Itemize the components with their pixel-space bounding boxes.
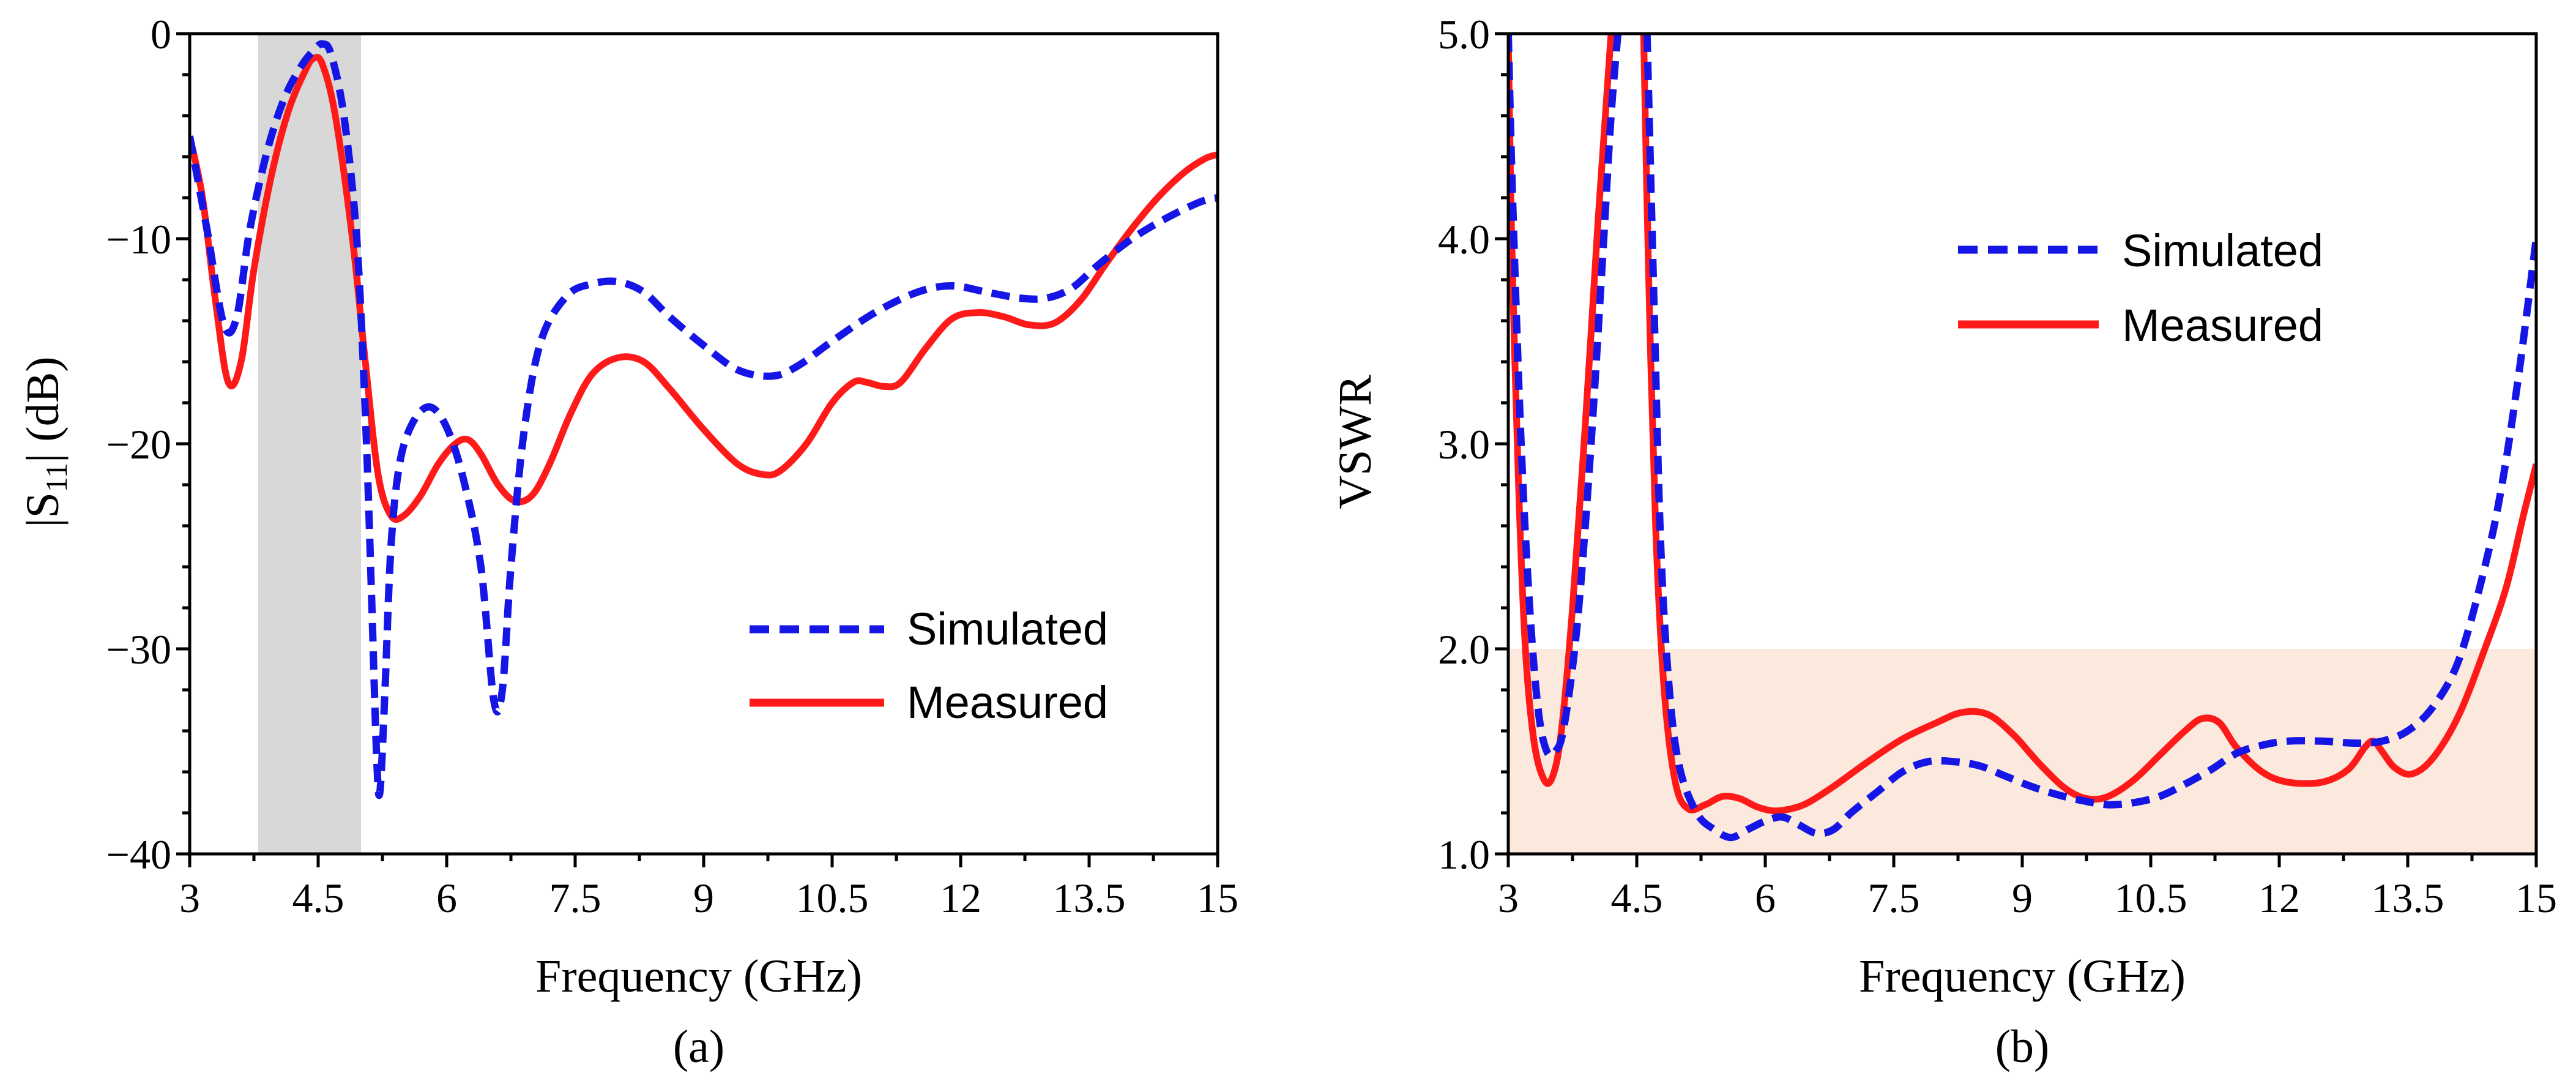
x-tick-label: 10.5	[796, 875, 869, 921]
panel-a-s11: 3 4.5 6 7.5 9 10.5 12 13.5 15 0 −10 −20 −30 −40 |S11…	[17, 11, 1238, 1072]
panel-a-ylabel: |S11| (dB)	[17, 356, 73, 527]
x-tick-label: 3	[179, 875, 200, 921]
x-tick-label: 4.5	[1611, 875, 1663, 921]
y-tick-label: 3.0	[1438, 421, 1490, 468]
x-tick-label: 15	[2515, 875, 2557, 921]
panel-a-label: (a)	[673, 1021, 724, 1072]
y-tick-label: −40	[106, 831, 171, 878]
x-tick-label: 12	[2258, 875, 2300, 921]
legend-measured-label: Measured	[2122, 300, 2323, 351]
x-tick-label: 15	[1197, 875, 1238, 921]
panel-a-xtick-labels: 3 4.5 6 7.5 9 10.5 12 13.5 15	[179, 875, 1238, 921]
y-tick-label: 2.0	[1438, 626, 1490, 673]
x-tick-label: 6	[1755, 875, 1776, 921]
x-tick-label: 7.5	[549, 875, 601, 921]
x-tick-label: 10.5	[2115, 875, 2187, 921]
legend-measured-label: Measured	[907, 677, 1108, 728]
legend-simulated-label: Simulated	[2122, 225, 2323, 276]
x-tick-label: 4.5	[292, 875, 344, 921]
y-tick-label: 5.0	[1438, 11, 1490, 58]
x-tick-label: 9	[2012, 875, 2033, 921]
x-tick-label: 13.5	[2372, 875, 2444, 921]
x-tick-label: 3	[1498, 875, 1519, 921]
y-tick-label: −20	[106, 421, 171, 468]
x-tick-label: 7.5	[1868, 875, 1920, 921]
panel-a-series	[190, 40, 1218, 799]
panel-b-xlabel: Frequency (GHz)	[1859, 951, 2186, 1002]
series-measured-line	[1508, 33, 2536, 815]
panel-b-ytick-labels: 1.0 2.0 3.0 4.0 5.0	[1438, 11, 1490, 878]
panel-b-legend: Simulated Measured	[1958, 225, 2323, 351]
series-simulated-line	[1508, 33, 2536, 842]
panel-b-vswr: 3 4.5 6 7.5 9 10.5 12 13.5 15 1.0 2.0 3.0 4.0 5.0 VS…	[1330, 11, 2557, 1072]
y-tick-label: 4.0	[1438, 216, 1490, 263]
x-tick-label: 9	[693, 875, 714, 921]
panel-b-xtick-labels: 3 4.5 6 7.5 9 10.5 12 13.5 15	[1498, 875, 2557, 921]
panel-a-xlabel: Frequency (GHz)	[535, 951, 862, 1002]
panel-b-ylabel: VSWR	[1330, 375, 1381, 509]
y-tick-label: −30	[106, 626, 171, 673]
y-tick-label: 1.0	[1438, 831, 1490, 878]
x-tick-label: 13.5	[1053, 875, 1126, 921]
x-tick-label: 12	[940, 875, 981, 921]
panel-a-legend: Simulated Measured	[750, 604, 1108, 728]
y-tick-label: 0	[151, 11, 171, 58]
y-tick-label: −10	[106, 216, 171, 263]
panel-b-label: (b)	[1995, 1021, 2050, 1072]
series-simulated-line	[190, 40, 1218, 799]
x-tick-label: 6	[436, 875, 457, 921]
legend-simulated-label: Simulated	[907, 604, 1108, 654]
panel-a-frame	[188, 32, 1219, 856]
panel-b-frame	[1506, 32, 2538, 856]
series-measured-line	[190, 54, 1218, 523]
panel-b-series	[1508, 33, 2536, 842]
panel-a-ytick-labels: 0 −10 −20 −30 −40	[106, 11, 171, 878]
